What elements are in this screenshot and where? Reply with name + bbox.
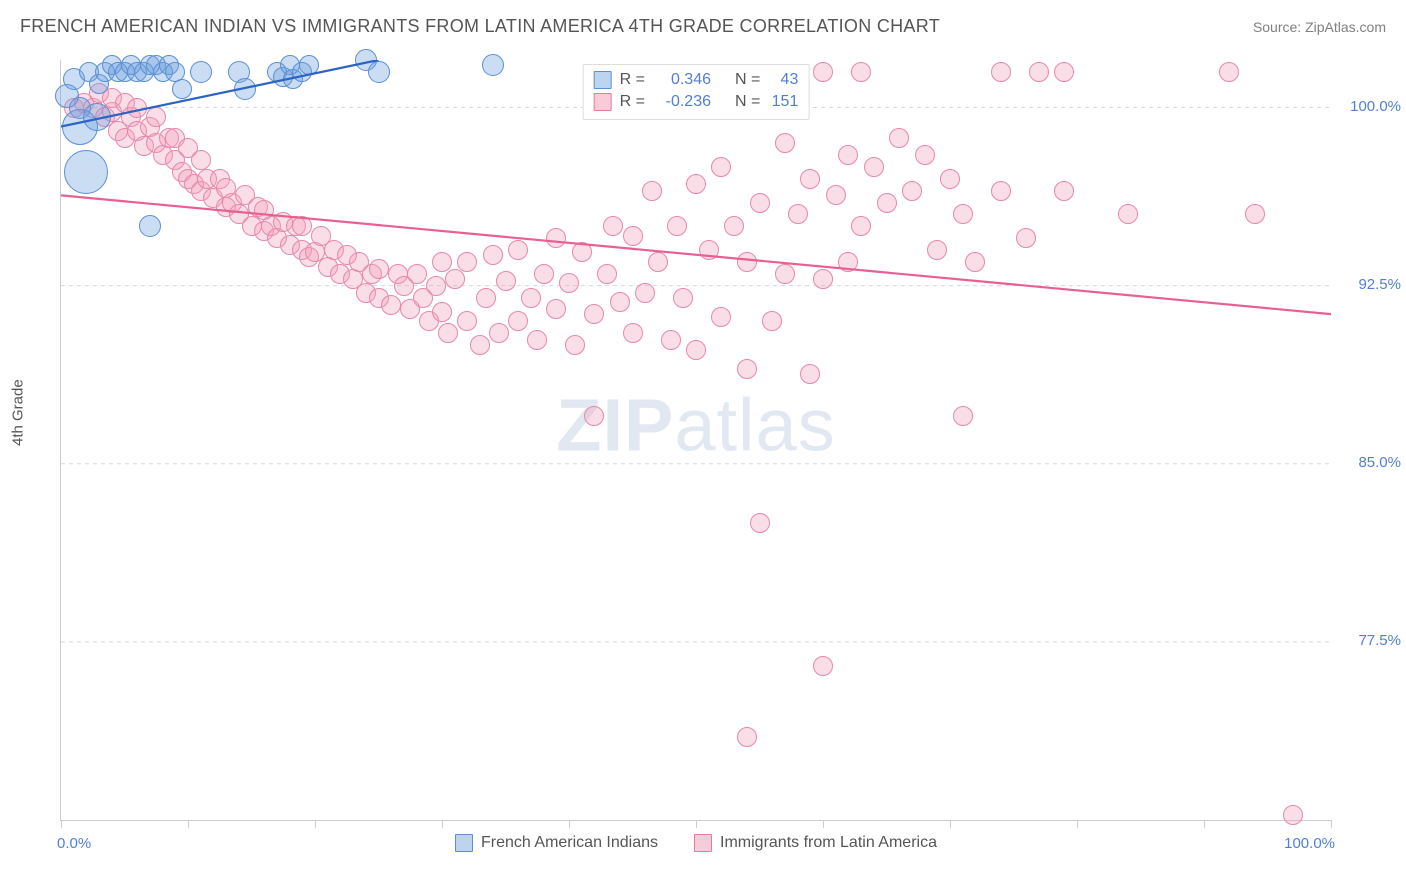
x-tick-label: 100.0% [1284,835,1335,852]
trend-line [61,60,379,127]
stats-legend: R = 0.346 N = 43 R = -0.236 N = 151 [583,64,810,120]
y-axis-title: 4th Grade [10,379,27,446]
swatch-pink [594,93,612,111]
x-tick [1077,820,1078,828]
y-tick-label: 100.0% [1350,98,1401,115]
r-label: R = [620,91,645,113]
swatch-blue [594,71,612,89]
series2-name: Immigrants from Latin America [720,834,937,852]
y-tick-label: 77.5% [1358,632,1401,649]
x-tick [442,820,443,828]
r-value-pink: -0.236 [653,91,711,113]
source-label: Source: ZipAtlas.com [1253,19,1386,35]
x-tick [188,820,189,828]
n-label: N = [735,69,760,91]
n-label: N = [735,91,760,113]
n-value-pink: 151 [768,91,798,113]
swatch-blue [455,834,473,852]
x-tick [696,820,697,828]
y-tick-label: 85.0% [1358,454,1401,471]
chart-title: FRENCH AMERICAN INDIAN VS IMMIGRANTS FRO… [20,16,940,37]
r-label: R = [620,69,645,91]
title-bar: FRENCH AMERICAN INDIAN VS IMMIGRANTS FRO… [20,16,1386,37]
series1-name: French American Indians [481,834,658,852]
x-tick [823,820,824,828]
r-value-blue: 0.346 [653,69,711,91]
footer-entry-blue: French American Indians [455,834,658,852]
x-tick [315,820,316,828]
x-tick [569,820,570,828]
footer-legend: French American Indians Immigrants from … [61,834,1331,852]
x-tick-label: 0.0% [57,835,91,852]
x-tick [61,820,62,828]
footer-entry-pink: Immigrants from Latin America [694,834,937,852]
trend-line [61,195,1331,314]
x-tick [1331,820,1332,828]
x-tick [1204,820,1205,828]
legend-row-blue: R = 0.346 N = 43 [594,69,799,91]
legend-row-pink: R = -0.236 N = 151 [594,91,799,113]
trend-lines-layer [61,60,1331,820]
scatter-plot: ZIPatlas R = 0.346 N = 43 R = -0.236 N =… [60,60,1331,821]
x-tick [950,820,951,828]
y-tick-label: 92.5% [1358,276,1401,293]
swatch-pink [694,834,712,852]
n-value-blue: 43 [768,69,798,91]
